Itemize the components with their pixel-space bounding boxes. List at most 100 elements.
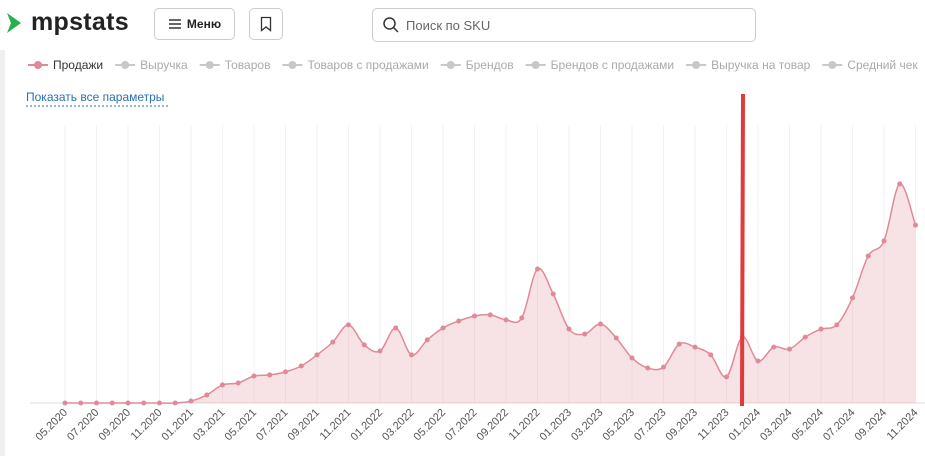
- data-point: [755, 358, 761, 364]
- data-point: [724, 374, 729, 380]
- x-tick-label: 11.2024: [885, 407, 921, 443]
- marker-line: [740, 93, 745, 407]
- bookmark-icon: [260, 16, 272, 32]
- data-point: [582, 331, 588, 337]
- data-point: [456, 318, 462, 324]
- data-point: [141, 400, 147, 406]
- data-point: [661, 364, 666, 370]
- x-tick-label: 03.2022: [380, 407, 417, 444]
- header: mpstats Меню Поиск по SKU: [0, 0, 925, 50]
- x-tick-label: 11.2021: [318, 407, 354, 443]
- data-point: [771, 344, 777, 350]
- x-tick-label: 11.2022: [507, 407, 543, 443]
- data-point: [440, 325, 446, 331]
- x-tick-label: 07.2020: [65, 407, 102, 444]
- data-point: [220, 382, 225, 388]
- logo-text: mpstats: [31, 8, 129, 36]
- data-point: [346, 322, 351, 328]
- menu-icon: [168, 19, 181, 29]
- data-point: [235, 380, 241, 386]
- data-point: [283, 369, 288, 375]
- x-tick-label: 01.2022: [349, 407, 386, 444]
- x-tick-label: 05.2020: [34, 407, 71, 444]
- data-point: [298, 363, 304, 369]
- data-point: [818, 326, 824, 332]
- area-fill: [65, 183, 916, 404]
- data-point: [487, 312, 493, 318]
- data-point: [834, 322, 840, 328]
- data-point: [519, 315, 525, 321]
- x-tick-label: 09.2024: [853, 407, 890, 444]
- data-point: [172, 400, 178, 406]
- x-tick-label: 03.2024: [758, 407, 795, 444]
- sidebar-edge: [0, 50, 5, 456]
- legend-label[interactable]: Выручка на товар: [711, 58, 811, 72]
- x-tick-label: 03.2021: [191, 407, 228, 444]
- data-point: [913, 222, 918, 228]
- data-point: [787, 346, 792, 352]
- data-point: [204, 392, 210, 398]
- menu-label: Меню: [186, 17, 222, 31]
- data-point: [314, 352, 320, 358]
- search-icon: [383, 17, 399, 33]
- x-tick-label: 09.2021: [286, 407, 323, 444]
- show-all-link[interactable]: Показать все параметры: [26, 90, 164, 104]
- data-point: [708, 352, 714, 358]
- x-tick-label: 07.2022: [443, 407, 480, 444]
- data-point: [598, 321, 603, 327]
- legend-label[interactable]: Брендов с продажами: [551, 58, 674, 72]
- search-placeholder: Поиск по SKU: [406, 17, 491, 33]
- x-tick-label: 05.2021: [223, 407, 260, 444]
- data-point: [645, 365, 651, 371]
- x-tick-label: 01.2021: [160, 407, 197, 444]
- data-point: [676, 341, 682, 347]
- data-point: [157, 400, 162, 406]
- data-point: [881, 238, 887, 244]
- legend-label[interactable]: Выручка: [140, 58, 188, 72]
- legend-dot: [692, 61, 701, 69]
- data-point: [424, 337, 430, 343]
- data-point: [897, 181, 903, 187]
- data-point: [802, 334, 808, 340]
- legend-label[interactable]: Продажи: [53, 58, 103, 72]
- search-input[interactable]: Поиск по SKU: [372, 8, 756, 42]
- x-tick-label: 09.2020: [97, 407, 134, 444]
- legend-dot: [531, 61, 540, 69]
- x-tick-label: 01.2023: [538, 407, 575, 444]
- legend-dot: [121, 61, 130, 69]
- x-tick-label: 07.2023: [632, 407, 669, 444]
- x-tick-label: 07.2021: [254, 407, 291, 444]
- data-point: [692, 344, 698, 350]
- data-point: [393, 325, 399, 331]
- data-point: [850, 295, 855, 301]
- bookmark-button[interactable]: [249, 8, 283, 40]
- x-tick-label: 09.2022: [475, 407, 512, 444]
- menu-button[interactable]: Меню: [154, 8, 235, 40]
- x-tick-label: 05.2023: [601, 407, 638, 444]
- legend-label[interactable]: Средний чек: [847, 58, 918, 72]
- legend-label[interactable]: Товаров: [225, 58, 271, 72]
- x-tick-label: 05.2024: [790, 407, 827, 444]
- legend-dot: [205, 61, 214, 69]
- data-point: [550, 291, 556, 297]
- x-tick-label: 01.2024: [727, 407, 764, 444]
- x-tick-label: 05.2022: [412, 407, 449, 444]
- logo[interactable]: mpstats: [5, 8, 129, 37]
- legend-label[interactable]: Брендов: [466, 58, 514, 72]
- data-point: [613, 335, 619, 341]
- data-point: [330, 339, 336, 345]
- data-point: [535, 266, 540, 272]
- data-point: [865, 253, 871, 259]
- data-point: [361, 342, 367, 348]
- x-tick-label: 09.2023: [664, 407, 701, 444]
- logo-icon: [7, 12, 21, 33]
- data-point: [566, 326, 572, 332]
- data-point: [409, 352, 414, 358]
- legend-label[interactable]: Товаров с продажами: [307, 58, 428, 72]
- legend-dot: [446, 61, 455, 69]
- data-point: [94, 400, 99, 406]
- data-point: [78, 400, 84, 406]
- legend-dot: [34, 61, 42, 69]
